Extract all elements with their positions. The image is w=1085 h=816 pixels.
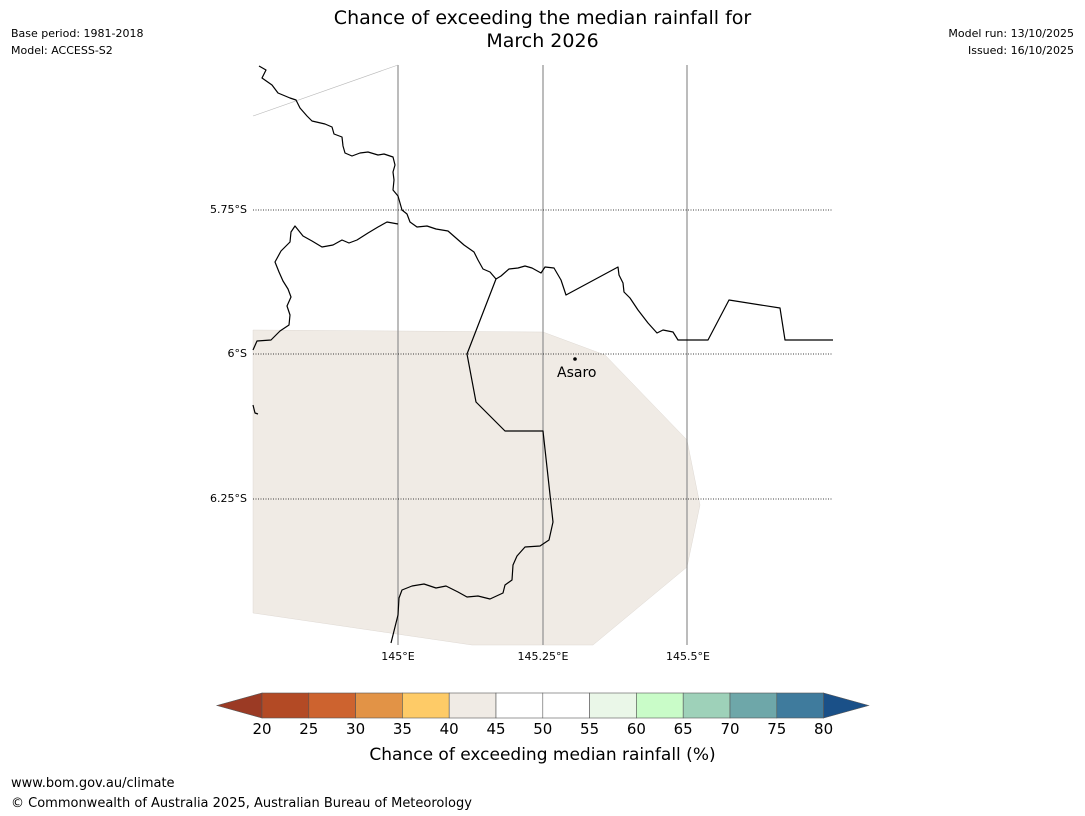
map-title: Chance of exceeding the median rainfall …: [0, 7, 1085, 53]
model-run-text: Model run: 13/10/2025: [948, 27, 1074, 40]
colorbar-bin-35-40: [402, 692, 450, 719]
colorbar-tick-30: 30: [346, 720, 366, 738]
title-line-2: March 2026: [486, 30, 599, 52]
base-period-text: Base period: 1981-2018: [11, 27, 144, 40]
province-boundary-south: [390, 278, 554, 644]
province-boundary-west: [252, 221, 399, 351]
colorbar-tick-80: 80: [814, 720, 834, 738]
colorbar-tick-50: 50: [533, 720, 553, 738]
colorbar-tick-25: 25: [299, 720, 319, 738]
faint-boundary-line: [252, 64, 399, 117]
lat-label-5-75s: 5.75°S: [210, 203, 247, 216]
asaro-marker: [573, 357, 577, 361]
colorbar-bin-45-50: [495, 692, 544, 719]
probability-region-shading: [252, 329, 701, 646]
lon-label-145e: 145°E: [381, 650, 415, 663]
lat-label-6-25s: 6.25°S: [210, 492, 247, 505]
colorbar-bin-20-25: [261, 692, 310, 719]
colorbar-tick-40: 40: [439, 720, 459, 738]
colorbar-bin-65-70: [682, 692, 731, 719]
colorbar-bin-25-30: [308, 692, 356, 719]
colorbar-title: Chance of exceeding median rainfall (%): [369, 745, 716, 765]
colorbar-tick-55: 55: [580, 720, 600, 738]
issued-text: Issued: 16/10/2025: [967, 44, 1074, 57]
colorbar-tick-20: 20: [252, 720, 272, 738]
title-line-1: Chance of exceeding the median rainfall …: [333, 7, 752, 29]
colorbar-tick-45: 45: [486, 720, 506, 738]
footer-url[interactable]: www.bom.gov.au/climate: [11, 776, 175, 791]
boundary-fragment-west: [252, 404, 259, 415]
colorbar-extend-high: [823, 692, 870, 719]
colorbar-extend-low: [215, 692, 263, 719]
footer-copyright: © Commonwealth of Australia 2025, Austra…: [11, 796, 472, 811]
colorbar-bin-60-65: [636, 692, 684, 719]
lon-label-145-5e: 145.5°E: [666, 650, 710, 663]
lat-label-6s: 6°S: [227, 347, 247, 360]
colorbar-tick-60: 60: [626, 720, 646, 738]
colorbar-tick-70: 70: [720, 720, 740, 738]
colorbar-tick-65: 65: [673, 720, 693, 738]
colorbar-bin-70-75: [729, 692, 778, 719]
place-label-asaro: Asaro: [557, 365, 597, 381]
colorbar-bin-50-55: [542, 692, 590, 719]
colorbar-tick-75: 75: [767, 720, 787, 738]
colorbar-bin-30-35: [355, 692, 403, 719]
colorbar-bin-55-60: [589, 692, 637, 719]
province-boundary-north: [258, 65, 833, 341]
model-text: Model: ACCESS-S2: [11, 44, 113, 57]
colorbar-bin-40-45: [448, 692, 497, 719]
lon-label-145-25e: 145.25°E: [517, 650, 569, 663]
colorbar-tick-35: 35: [392, 720, 412, 738]
colorbar-bin-75-80: [776, 692, 824, 719]
